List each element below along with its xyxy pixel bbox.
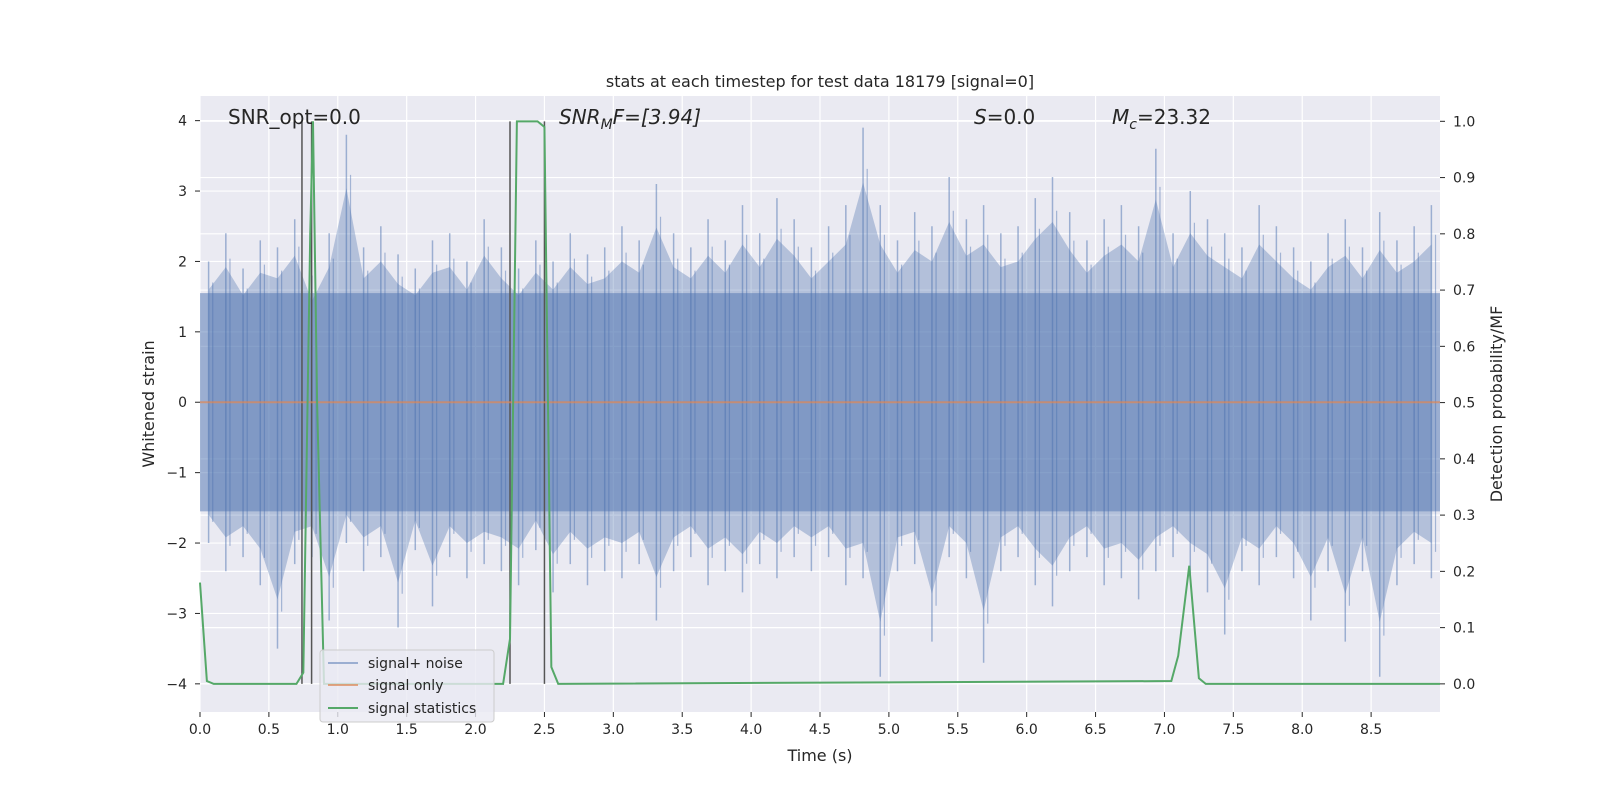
x-tick-label-3: 1.5 bbox=[396, 722, 418, 738]
snr-mf-base: SNR bbox=[559, 105, 601, 129]
y-tick-label-6: −2 bbox=[166, 536, 187, 552]
series-signal-statistics bbox=[199, 120, 1440, 685]
x-tick-label-4: 2.0 bbox=[464, 722, 486, 738]
signal-statistics-line bbox=[199, 120, 1440, 685]
legend-box bbox=[319, 649, 495, 723]
annotation-mc: Mc=23.32 bbox=[1112, 105, 1211, 133]
snr-mf-rest: F=[3.94] bbox=[613, 105, 701, 129]
y-tick-label-4: 0 bbox=[178, 395, 187, 411]
x-tick-label-9: 4.5 bbox=[809, 722, 831, 738]
y-right-tick-label-1: 0.9 bbox=[1453, 171, 1475, 187]
legend: signal+ noise signal only signal statist… bbox=[319, 649, 495, 723]
legend-entry-signal-statistics: signal statistics bbox=[368, 701, 476, 717]
legend-entry-signal-only: signal only bbox=[368, 678, 443, 694]
y-tick-label-7: −3 bbox=[166, 606, 187, 622]
y-tick-label-2: 2 bbox=[178, 254, 187, 270]
x-tick-label-0: 0.0 bbox=[189, 722, 211, 738]
x-tick-label-2: 1.0 bbox=[327, 722, 349, 738]
x-tick-label-5: 2.5 bbox=[533, 722, 555, 738]
y-right-tick-label-9: 0.1 bbox=[1453, 621, 1475, 637]
x-tick-label-6: 3.0 bbox=[602, 722, 624, 738]
x-tick-label-16: 8.0 bbox=[1291, 722, 1313, 738]
y-right-tick-label-6: 0.4 bbox=[1453, 452, 1475, 468]
snr-mf-sub: M bbox=[601, 117, 613, 133]
annotation-s: S=0.0 bbox=[974, 105, 1035, 129]
y-right-tick-label-4: 0.6 bbox=[1453, 339, 1475, 355]
mc-base: M bbox=[1112, 105, 1129, 129]
x-tick-label-7: 3.5 bbox=[671, 722, 693, 738]
x-tick-label-10: 5.0 bbox=[878, 722, 900, 738]
y-right-tick-label-3: 0.7 bbox=[1453, 283, 1475, 299]
y-right-tick-label-5: 0.5 bbox=[1453, 396, 1475, 412]
x-tick-label-13: 6.5 bbox=[1084, 722, 1106, 738]
annotation-snr-opt: SNR_opt=0.0 bbox=[228, 105, 361, 129]
y-right-tick-label-0: 1.0 bbox=[1453, 114, 1475, 130]
y-ticks-left: 4 3 2 1 0 −1 −2 −3 −4 bbox=[166, 114, 200, 693]
x-tick-label-8: 4.0 bbox=[740, 722, 762, 738]
y-axis-label: Whitened strain bbox=[139, 340, 158, 467]
y-right-tick-label-10: 0.0 bbox=[1453, 677, 1475, 693]
y-axis-label-right: Detection probability/MF bbox=[1487, 306, 1506, 503]
x-tick-label-12: 6.0 bbox=[1016, 722, 1038, 738]
mc-sub: c bbox=[1129, 117, 1137, 133]
mc-rest: =23.32 bbox=[1137, 105, 1211, 129]
y-ticks-right: 1.0 0.9 0.8 0.7 0.6 0.5 0.4 0.3 0.2 0.1 0.0 bbox=[1440, 114, 1475, 693]
y-tick-label-0: 4 bbox=[178, 114, 187, 130]
y-right-tick-label-7: 0.3 bbox=[1453, 508, 1475, 524]
x-tick-label-14: 7.0 bbox=[1153, 722, 1175, 738]
y-tick-label-5: −1 bbox=[166, 466, 187, 482]
legend-entry-signal-noise: signal+ noise bbox=[368, 656, 463, 672]
y-tick-label-1: 3 bbox=[178, 184, 187, 200]
x-tick-label-1: 0.5 bbox=[258, 722, 280, 738]
s-rest: =0.0 bbox=[987, 105, 1036, 129]
s-base: S bbox=[974, 105, 987, 129]
annotation-snr-mf: SNRMF=[3.94] bbox=[559, 105, 701, 133]
y-right-tick-label-2: 0.8 bbox=[1453, 227, 1475, 243]
chart-title: stats at each timestep for test data 181… bbox=[606, 72, 1034, 91]
x-tick-label-17: 8.5 bbox=[1360, 722, 1382, 738]
y-right-tick-label-8: 0.2 bbox=[1453, 564, 1475, 580]
x-tick-label-15: 7.5 bbox=[1222, 722, 1244, 738]
x-tick-label-11: 5.5 bbox=[947, 722, 969, 738]
y-tick-label-8: −4 bbox=[166, 677, 187, 693]
x-ticks: 0.0 0.5 1.0 1.5 2.0 2.5 3.0 3.5 4.0 4.5 5.0 5.5 6.0 6… bbox=[189, 712, 1382, 738]
y-tick-label-3: 1 bbox=[178, 325, 187, 341]
x-axis-label: Time (s) bbox=[786, 746, 852, 765]
